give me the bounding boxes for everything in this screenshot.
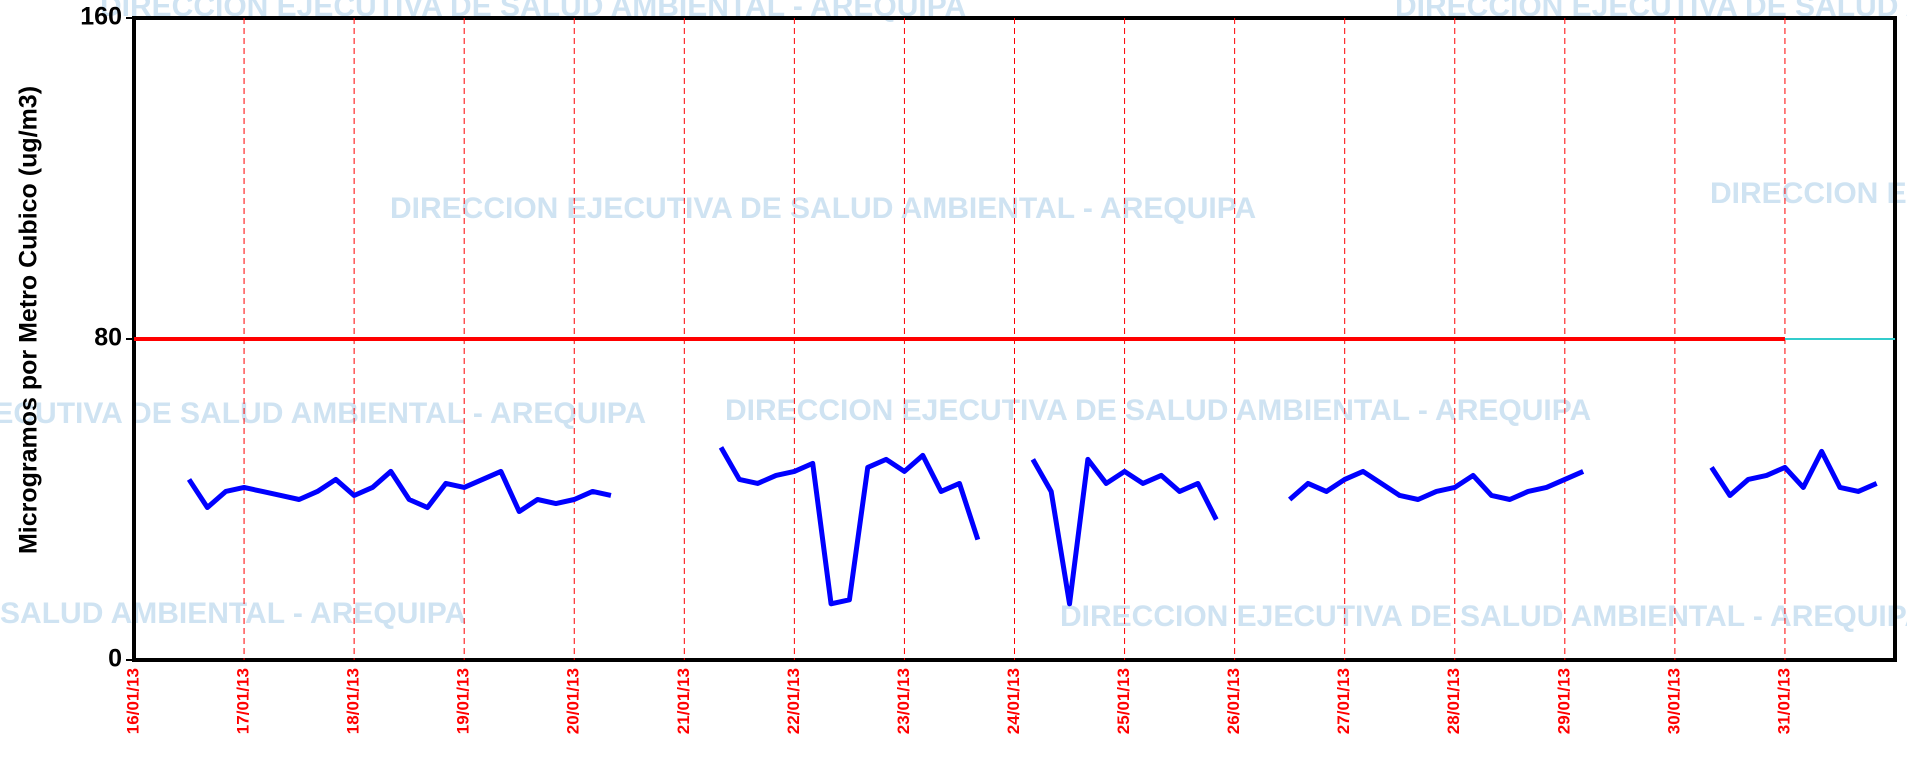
x-tick-label: 21/01/13 xyxy=(674,668,693,734)
y-axis-title: Microgramos por Metro Cubico (ug/m3) xyxy=(15,86,43,554)
watermarks: DIRECCION EJECUTIVA DE SALUD AMBIENTAL -… xyxy=(0,0,1907,633)
x-tick-label: 19/01/13 xyxy=(454,668,473,734)
x-tick-label: 20/01/13 xyxy=(564,668,583,734)
watermark: DIRECCION EJECUTIVA DE SALUD AMBIENTAL -… xyxy=(0,597,466,630)
x-tick-label: 17/01/13 xyxy=(234,668,253,734)
watermark: DIRECCION EJECUTIVA DE SALUD AMBIENTAL -… xyxy=(390,192,1256,225)
x-tick-label: 22/01/13 xyxy=(784,668,803,734)
watermark: DIRECCION EJECUTIVA DE SALUD AMBIENTAL -… xyxy=(0,397,646,430)
x-tick-label: 18/01/13 xyxy=(344,668,363,734)
y-tick-label: 0 xyxy=(108,645,122,673)
x-tick-label: 24/01/13 xyxy=(1004,668,1023,734)
watermark: DIRECCION EJECUTIVA DE SALUD AMBIENTAL -… xyxy=(1060,600,1907,633)
x-tick-label: 30/01/13 xyxy=(1664,668,1683,734)
x-tick-label: 25/01/13 xyxy=(1114,668,1133,734)
x-tick-label: 16/01/13 xyxy=(123,668,142,734)
x-tick-label: 28/01/13 xyxy=(1444,668,1463,734)
x-tick-label: 23/01/13 xyxy=(894,668,913,734)
x-tick-label: 29/01/13 xyxy=(1554,668,1573,734)
y-tick-label: 160 xyxy=(80,3,122,31)
y-tick-label: 80 xyxy=(94,324,122,352)
x-tick-label: 27/01/13 xyxy=(1334,668,1353,734)
watermark: DIRECCION EJECUTIVA DE SALUD AMBIENTAL -… xyxy=(1710,177,1907,210)
watermark: DIRECCION EJECUTIVA DE SALUD AMBIENTAL -… xyxy=(725,394,1591,427)
x-tick-label: 31/01/13 xyxy=(1774,668,1793,734)
data-line xyxy=(186,446,1878,607)
x-tick-label: 26/01/13 xyxy=(1224,668,1243,734)
